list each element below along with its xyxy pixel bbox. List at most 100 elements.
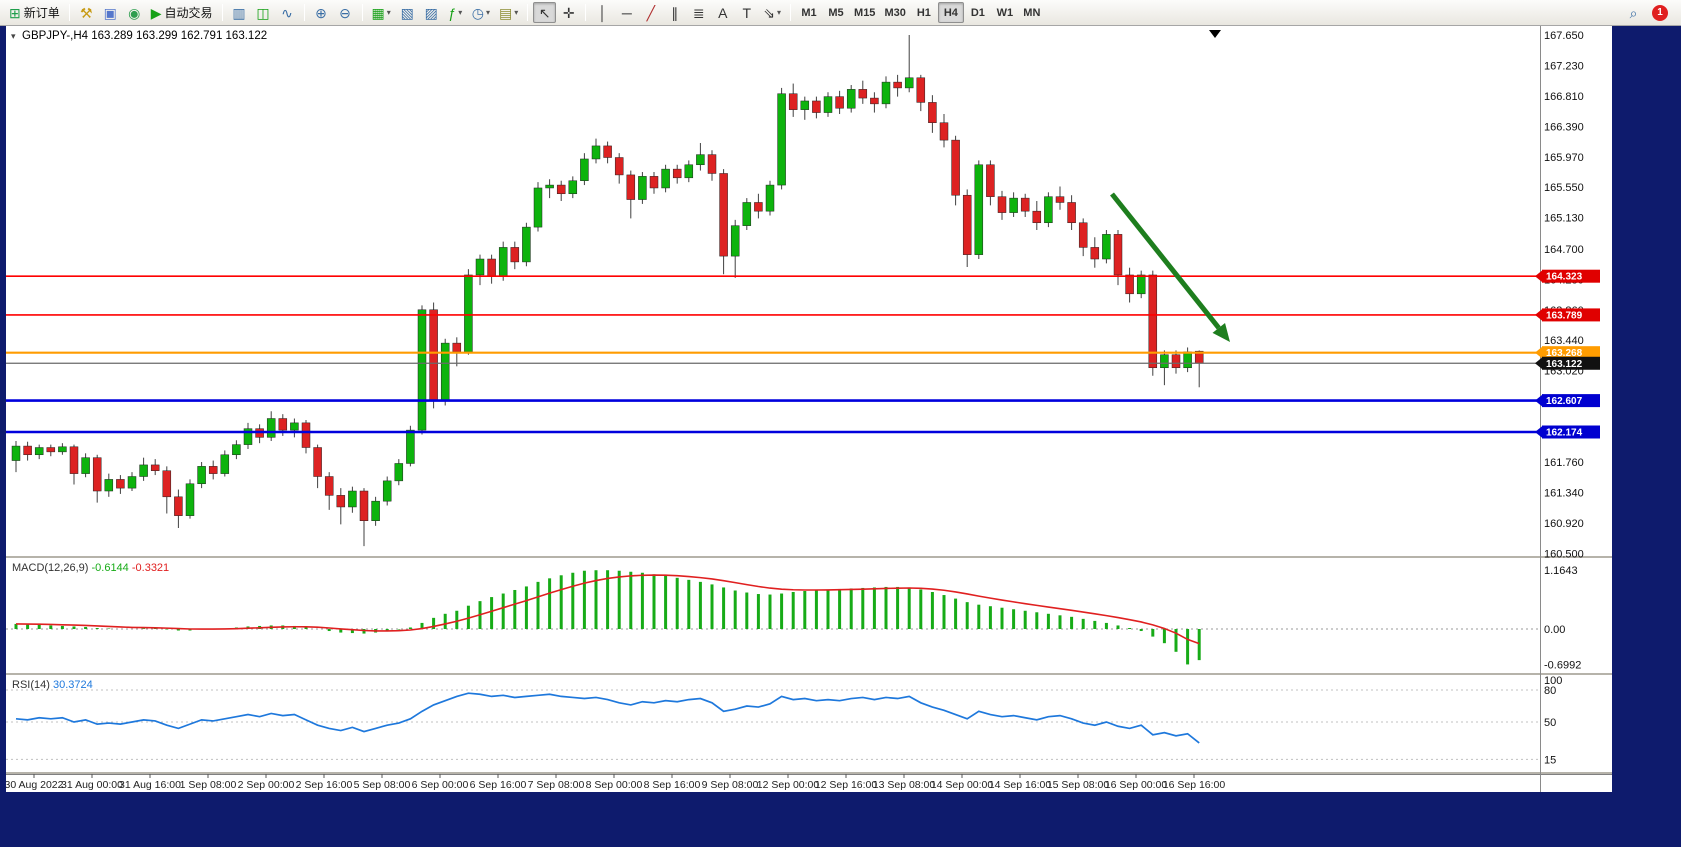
new-order-button[interactable]: ⊞ 新订单 bbox=[5, 2, 64, 23]
macd-panel[interactable] bbox=[6, 570, 1540, 665]
svg-text:8 Sep 00:00: 8 Sep 00:00 bbox=[586, 779, 643, 791]
chart-window[interactable]: 167.650 167.230 166.810 166.390 165.970 165.5… bbox=[5, 26, 1612, 792]
timeframe-button-h1[interactable]: H1 bbox=[916, 6, 931, 19]
text-label-button[interactable]: T bbox=[735, 2, 758, 23]
svg-text:15 Sep 08:00: 15 Sep 08:00 bbox=[1047, 779, 1110, 791]
timeframe-button-m1[interactable]: M1 bbox=[801, 6, 817, 19]
svg-text:162.607: 162.607 bbox=[1546, 396, 1583, 407]
trend-arrow-annotation[interactable] bbox=[1110, 192, 1230, 342]
svg-text:166.810: 166.810 bbox=[1544, 91, 1584, 103]
candlestick-chart-icon: ◫ bbox=[256, 4, 270, 21]
panel-separator[interactable] bbox=[6, 772, 1612, 774]
zoom-out-icon: ⊖ bbox=[339, 4, 351, 21]
notification-badge[interactable]: 1 bbox=[1652, 4, 1668, 21]
autotrading-icon: ▶ bbox=[150, 4, 162, 21]
chevron-down-icon: ▾ bbox=[458, 8, 463, 17]
cascade-windows-button[interactable]: ▨ bbox=[420, 2, 443, 23]
tile-windows-button[interactable]: ▧ bbox=[396, 2, 419, 23]
timeframe-button-m15[interactable]: M15 bbox=[854, 6, 876, 19]
line-chart-button[interactable]: ∿ bbox=[276, 2, 299, 23]
rsi-panel[interactable] bbox=[6, 689, 1540, 760]
crosshair-button[interactable]: ✛ bbox=[557, 2, 580, 23]
panel-separator[interactable] bbox=[6, 556, 1612, 558]
timeframe-button-m30[interactable]: M30 bbox=[884, 6, 906, 19]
new-chart-button[interactable]: ▦ ▾ bbox=[368, 2, 395, 23]
macd-histogram bbox=[14, 570, 1201, 665]
horizontal-line-icon: ─ bbox=[621, 4, 632, 21]
cursor-icon: ↖ bbox=[538, 4, 551, 21]
svg-text:166.390: 166.390 bbox=[1544, 121, 1584, 133]
autotrading-button-label: 自动交易 bbox=[164, 6, 213, 20]
cursor-button[interactable]: ↖ bbox=[533, 2, 557, 23]
chevron-down-icon: ▾ bbox=[777, 8, 782, 17]
rsi-label: RSI(14) 30.3724 bbox=[12, 679, 93, 691]
indicators-button[interactable]: ƒ ▾ bbox=[444, 2, 467, 23]
svg-text:165.130: 165.130 bbox=[1544, 213, 1584, 225]
svg-text:16 Sep 00:00: 16 Sep 00:00 bbox=[1105, 779, 1168, 791]
vertical-line-button[interactable]: │ bbox=[591, 2, 614, 23]
autotrading-button[interactable]: ▶ 自动交易 bbox=[147, 2, 217, 23]
trendline-button[interactable]: ╱ bbox=[639, 2, 662, 23]
fibonacci-button[interactable]: ≣ bbox=[687, 2, 710, 23]
timeframe-button-m5[interactable]: M5 bbox=[828, 6, 844, 19]
vertical-line-icon: │ bbox=[598, 4, 608, 21]
svg-text:163.122: 163.122 bbox=[1546, 359, 1583, 370]
svg-text:164.700: 164.700 bbox=[1544, 244, 1584, 256]
fibonacci-icon: ≣ bbox=[692, 4, 705, 21]
svg-text:31 Aug 16:00: 31 Aug 16:00 bbox=[119, 779, 181, 791]
channel-button[interactable]: ∥ bbox=[663, 2, 686, 23]
timeframe-button-mn[interactable]: MN bbox=[1023, 6, 1041, 19]
panel-separator[interactable] bbox=[6, 673, 1612, 675]
new-order-icon: ⊞ bbox=[9, 4, 21, 21]
tools-icon-icon: ⚒ bbox=[79, 4, 93, 21]
svg-text:RSI(14) 30.3724: RSI(14) 30.3724 bbox=[12, 679, 93, 691]
zoom-out-button[interactable]: ⊖ bbox=[334, 2, 357, 23]
sound-icon[interactable]: ◉ bbox=[123, 2, 146, 23]
svg-text:1 Sep 08:00: 1 Sep 08:00 bbox=[180, 779, 237, 791]
candles bbox=[11, 34, 1204, 547]
bar-chart-button[interactable]: ▥ bbox=[228, 2, 251, 23]
price-axis[interactable] bbox=[1540, 26, 1612, 774]
chart-shift-marker[interactable] bbox=[1209, 30, 1221, 38]
profiles-icon[interactable]: ▣ bbox=[99, 2, 122, 23]
timeframe-button-d1[interactable]: D1 bbox=[970, 6, 985, 19]
toolbar-separator bbox=[527, 4, 529, 21]
svg-text:163.789: 163.789 bbox=[1546, 310, 1583, 321]
svg-text:14 Sep 16:00: 14 Sep 16:00 bbox=[989, 779, 1052, 791]
svg-text:164.323: 164.323 bbox=[1546, 272, 1583, 283]
candlestick-chart-button[interactable]: ◫ bbox=[252, 2, 275, 23]
price-badge: 164.323 bbox=[1535, 269, 1600, 283]
toolbar-separator bbox=[361, 4, 363, 21]
svg-text:100: 100 bbox=[1544, 675, 1562, 687]
svg-text:6 Sep 00:00: 6 Sep 00:00 bbox=[412, 779, 469, 791]
toolbar-separator bbox=[790, 4, 792, 21]
tools-icon[interactable]: ⚒ bbox=[75, 2, 98, 23]
svg-text:167.650: 167.650 bbox=[1544, 30, 1584, 42]
zoom-in-button[interactable]: ⊕ bbox=[310, 2, 333, 23]
svg-text:-0.6992: -0.6992 bbox=[1544, 659, 1581, 671]
periods-button[interactable]: ◷ ▾ bbox=[468, 2, 494, 23]
svg-text:165.550: 165.550 bbox=[1544, 182, 1584, 194]
text-button[interactable]: A bbox=[711, 2, 734, 23]
horizontal-line-button[interactable]: ─ bbox=[615, 2, 638, 23]
svg-text:15: 15 bbox=[1544, 754, 1556, 766]
text-icon: A bbox=[718, 4, 728, 21]
text-label-icon: T bbox=[742, 4, 752, 21]
search-icon[interactable]: ⌕ bbox=[1629, 4, 1638, 21]
chart-area[interactable]: 167.650 167.230 166.810 166.390 165.970 165.5… bbox=[5, 26, 1612, 792]
svg-text:▾: ▾ bbox=[11, 31, 16, 41]
rsi-line bbox=[15, 692, 1200, 744]
svg-text:2 Sep 00:00: 2 Sep 00:00 bbox=[238, 779, 295, 791]
timeframe-button-w1[interactable]: W1 bbox=[996, 6, 1014, 19]
price-chart-panel[interactable] bbox=[6, 34, 1540, 547]
templates-button[interactable]: ▤ ▾ bbox=[495, 2, 522, 23]
arrows-button[interactable]: ⇘ ▾ bbox=[759, 2, 785, 23]
toolbar-separator bbox=[68, 4, 70, 21]
timeframe-button-h4[interactable]: H4 bbox=[937, 2, 964, 23]
svg-text:0.00: 0.00 bbox=[1544, 624, 1565, 636]
toolbar-separator bbox=[585, 4, 587, 21]
price-badge: 163.268 bbox=[1535, 346, 1600, 360]
price-badge: 163.789 bbox=[1535, 308, 1600, 322]
svg-text:161.340: 161.340 bbox=[1544, 487, 1584, 499]
